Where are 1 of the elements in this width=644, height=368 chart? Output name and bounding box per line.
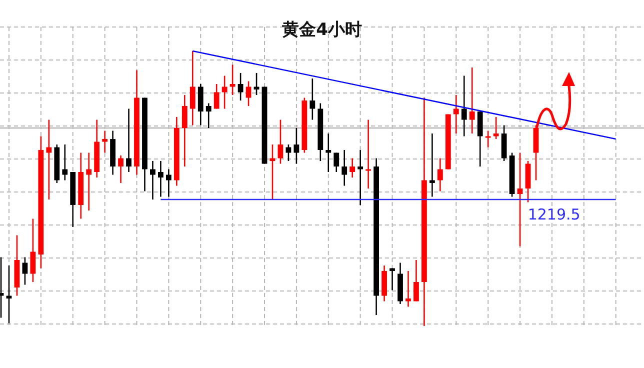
chart-title: 黄金4小时	[281, 20, 362, 40]
